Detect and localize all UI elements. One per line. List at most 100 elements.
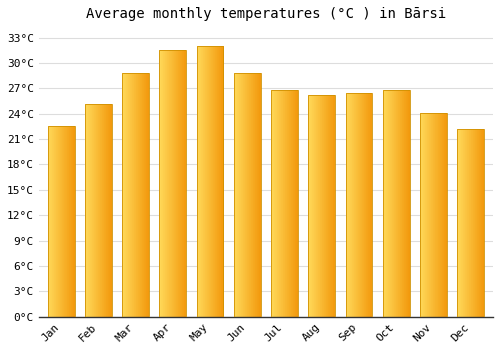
Bar — [479, 129, 480, 317]
Bar — [365, 92, 366, 317]
Bar — [256, 73, 258, 317]
Bar — [330, 95, 331, 317]
Bar — [206, 46, 207, 317]
Bar — [196, 46, 198, 317]
Bar — [398, 90, 399, 317]
Bar — [133, 73, 134, 317]
Bar — [429, 113, 430, 317]
Bar — [470, 129, 472, 317]
Bar — [202, 46, 203, 317]
Bar — [125, 73, 126, 317]
Bar — [472, 129, 473, 317]
Bar — [63, 126, 64, 317]
Bar — [55, 126, 56, 317]
Bar — [402, 90, 403, 317]
Bar — [383, 90, 384, 317]
Bar — [432, 113, 433, 317]
Bar — [169, 50, 170, 317]
Bar — [346, 92, 372, 317]
Bar — [350, 92, 351, 317]
Bar — [366, 92, 367, 317]
Bar — [250, 73, 252, 317]
Bar — [108, 104, 109, 317]
Bar — [464, 129, 466, 317]
Bar — [389, 90, 390, 317]
Bar — [70, 126, 72, 317]
Bar — [246, 73, 248, 317]
Bar — [384, 90, 385, 317]
Bar — [279, 90, 280, 317]
Bar — [358, 92, 359, 317]
Bar — [180, 50, 181, 317]
Bar — [167, 50, 168, 317]
Bar — [89, 104, 90, 317]
Bar — [204, 46, 206, 317]
Bar — [240, 73, 242, 317]
Bar — [359, 92, 360, 317]
Bar — [51, 126, 52, 317]
Bar — [371, 92, 372, 317]
Bar — [434, 113, 435, 317]
Bar — [281, 90, 282, 317]
Bar — [212, 46, 213, 317]
Bar — [458, 129, 484, 317]
Bar — [409, 90, 410, 317]
Bar — [470, 129, 471, 317]
Bar — [140, 73, 141, 317]
Bar — [311, 95, 312, 317]
Bar — [123, 73, 124, 317]
Bar — [420, 113, 421, 317]
Bar — [474, 129, 476, 317]
Bar — [223, 46, 224, 317]
Bar — [436, 113, 437, 317]
Bar — [353, 92, 354, 317]
Bar — [364, 92, 365, 317]
Bar — [468, 129, 469, 317]
Bar — [291, 90, 292, 317]
Bar — [184, 50, 185, 317]
Bar — [102, 104, 103, 317]
Bar — [234, 73, 236, 317]
Bar — [59, 126, 60, 317]
Bar — [396, 90, 397, 317]
Bar — [443, 113, 444, 317]
Bar — [66, 126, 68, 317]
Bar — [142, 73, 143, 317]
Bar — [148, 73, 149, 317]
Bar — [407, 90, 408, 317]
Bar — [370, 92, 371, 317]
Bar — [172, 50, 173, 317]
Bar — [289, 90, 290, 317]
Bar — [290, 90, 292, 317]
Bar — [242, 73, 244, 317]
Bar — [354, 92, 355, 317]
Bar — [260, 73, 261, 317]
Bar — [52, 126, 53, 317]
Bar — [468, 129, 469, 317]
Bar — [348, 92, 349, 317]
Bar — [206, 46, 208, 317]
Bar — [395, 90, 396, 317]
Bar — [424, 113, 425, 317]
Bar — [254, 73, 255, 317]
Bar — [362, 92, 363, 317]
Bar — [48, 126, 74, 317]
Bar — [72, 126, 74, 317]
Bar — [122, 73, 123, 317]
Bar — [480, 129, 481, 317]
Bar — [394, 90, 395, 317]
Bar — [135, 73, 136, 317]
Bar — [356, 92, 357, 317]
Bar — [387, 90, 388, 317]
Bar — [403, 90, 404, 317]
Bar — [324, 95, 325, 317]
Bar — [427, 113, 428, 317]
Bar — [210, 46, 211, 317]
Bar — [458, 129, 460, 317]
Bar — [49, 126, 50, 317]
Bar — [385, 90, 386, 317]
Bar — [208, 46, 209, 317]
Bar — [313, 95, 314, 317]
Bar — [367, 92, 368, 317]
Bar — [460, 129, 462, 317]
